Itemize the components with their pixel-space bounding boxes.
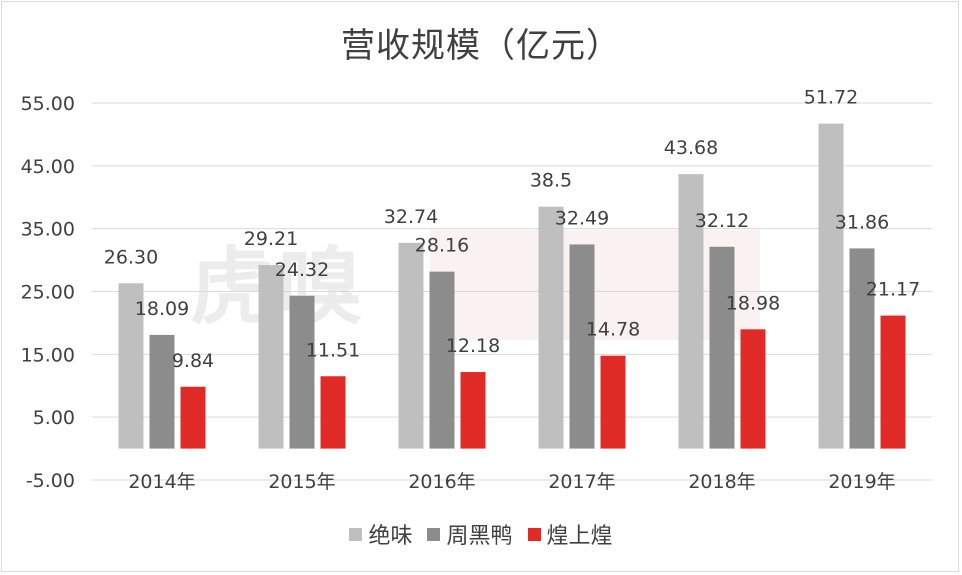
legend-label-2: 煌上煌	[546, 524, 613, 549]
bar-2-5	[880, 315, 906, 449]
data-label: 32.49	[555, 207, 609, 229]
data-label: 32.74	[384, 206, 438, 228]
bar-0-1	[258, 265, 284, 449]
data-label: 51.72	[804, 87, 858, 109]
data-label: 26.30	[104, 246, 158, 268]
bar-2-1	[320, 376, 346, 449]
bar-1-4	[709, 246, 735, 449]
x-tick-label: 2015年	[268, 471, 335, 493]
y-tick-label: 15.00	[21, 344, 75, 366]
bar-2-3	[600, 355, 626, 449]
legend-label-1: 周黑鸭	[446, 524, 513, 549]
data-label: 14.78	[586, 319, 640, 341]
data-label: 31.86	[835, 211, 889, 233]
legend-swatch-0	[349, 527, 363, 541]
x-tick-label: 2017年	[548, 471, 615, 493]
legend-item-zhouheiya: 周黑鸭	[427, 518, 513, 550]
data-label: 38.5	[530, 170, 572, 192]
bar-2-4	[740, 329, 766, 449]
data-label: 18.09	[135, 298, 189, 320]
data-label: 11.51	[306, 339, 360, 361]
legend-item-jueweiy: 绝味	[349, 518, 412, 550]
data-label: 12.18	[446, 335, 500, 357]
x-tick-label: 2016年	[408, 471, 475, 493]
y-tick-label: 45.00	[21, 156, 75, 178]
bar-1-1	[289, 295, 315, 449]
legend-item-huangshanghuang: 煌上煌	[527, 518, 613, 550]
x-tick-label: 2019年	[828, 471, 895, 493]
legend-label-0: 绝味	[368, 524, 413, 549]
data-label: 18.98	[726, 292, 780, 314]
bar-2-2	[460, 372, 486, 449]
bar-1-0	[149, 334, 175, 449]
y-tick-label: 5.00	[33, 407, 75, 429]
data-label: 29.21	[244, 228, 298, 250]
data-label: 24.32	[275, 259, 329, 281]
data-label: 21.17	[866, 279, 920, 301]
bar-1-2	[429, 271, 455, 449]
bar-0-4	[678, 174, 704, 449]
bar-0-5	[818, 123, 844, 449]
x-tick-label: 2014年	[128, 471, 195, 493]
y-tick-label: 55.00	[21, 93, 75, 115]
x-tick-label: 2018年	[688, 471, 755, 493]
legend-swatch-2	[527, 527, 541, 541]
legend-swatch-1	[427, 527, 441, 541]
data-label: 43.68	[664, 137, 718, 159]
y-tick-label: 25.00	[21, 282, 75, 304]
bar-2-0	[180, 386, 206, 449]
legend: 绝味 周黑鸭 煌上煌	[0, 518, 962, 550]
y-tick-label: 35.00	[21, 219, 75, 241]
chart-title: 营收规模（亿元）	[341, 26, 621, 66]
bar-1-3	[569, 244, 595, 449]
bar-1-5	[849, 248, 875, 449]
bar-0-3	[538, 206, 564, 449]
data-label: 9.84	[172, 350, 214, 372]
data-label: 28.16	[415, 235, 469, 257]
y-tick-label: -5.00	[26, 470, 75, 492]
data-label: 32.12	[695, 210, 749, 232]
bar-0-0	[118, 283, 144, 449]
bar-0-2	[398, 242, 424, 449]
